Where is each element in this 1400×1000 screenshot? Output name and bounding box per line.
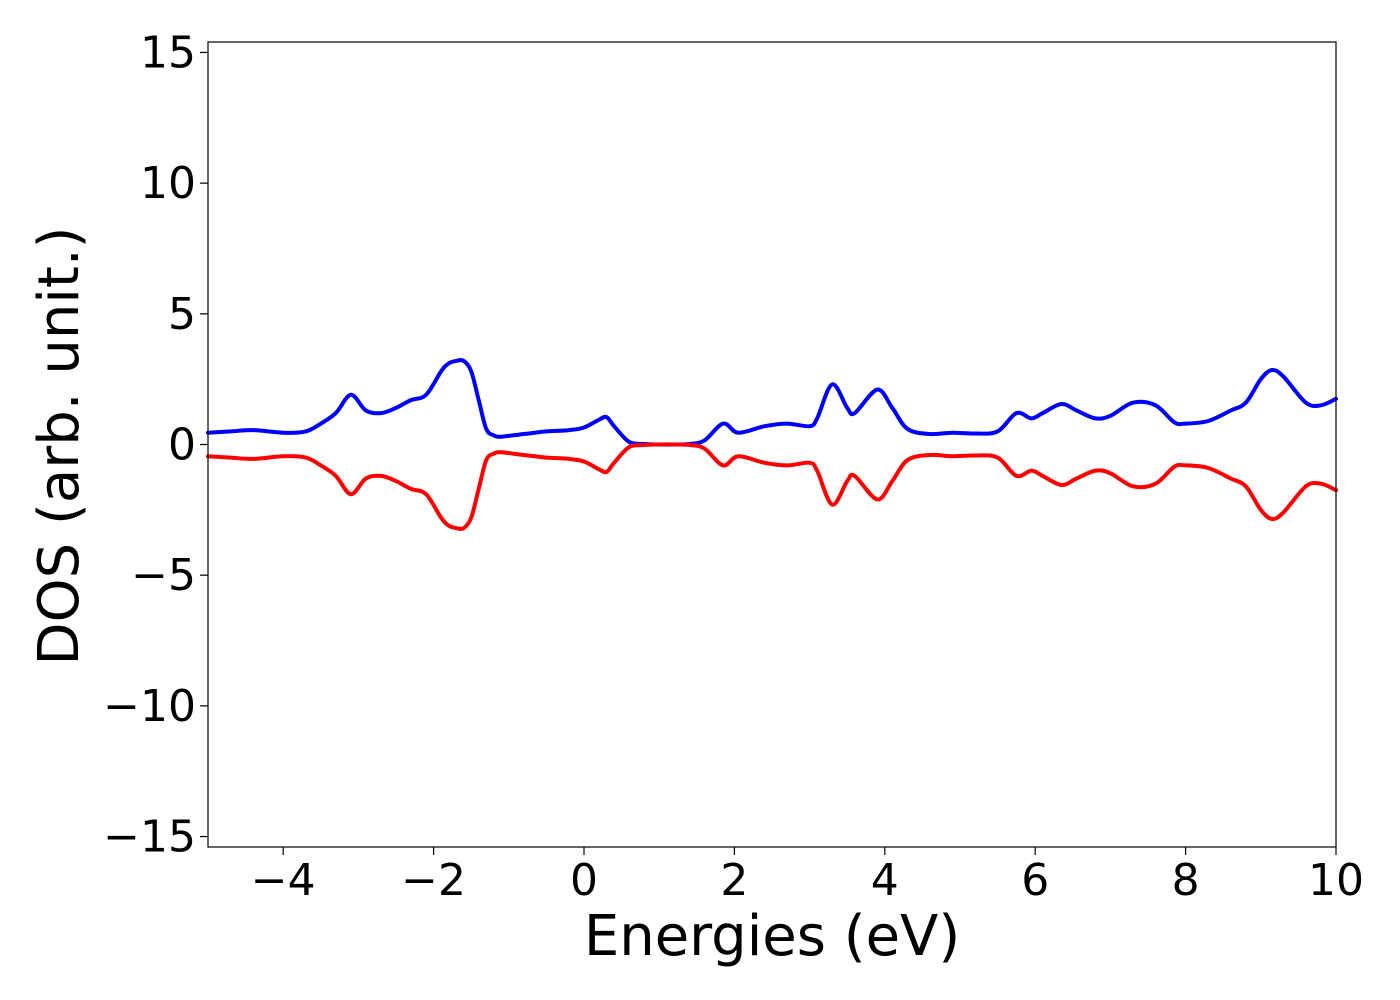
x-tick-label: 2 (720, 855, 748, 906)
series-line-spin-down (206, 442, 1338, 532)
y-tick-label: −5 (131, 550, 196, 601)
x-tick-label: 10 (1308, 855, 1364, 906)
y-tick-label: −15 (103, 812, 196, 863)
x-tick-label: −2 (401, 855, 466, 906)
x-tick-label: 4 (871, 855, 899, 906)
x-tick-label: −4 (251, 855, 316, 906)
x-tick-label: 0 (570, 855, 598, 906)
y-axis-label: DOS (arb. unit.) (27, 226, 92, 665)
series-layer (206, 357, 1338, 532)
x-tick-label: 8 (1172, 855, 1200, 906)
y-tick-label: 5 (168, 289, 196, 340)
ticks-layer: −4 −2 0 2 4 6 8 10 −15 −10 −5 0 5 10 15 (103, 27, 1364, 906)
x-tick-label: 6 (1021, 855, 1049, 906)
y-tick-label: 0 (168, 420, 196, 471)
y-tick-label: 10 (140, 158, 196, 209)
plot-frame (207, 41, 1337, 848)
x-axis-label: Energies (eV) (584, 904, 960, 969)
y-tick-label: −10 (103, 681, 196, 732)
y-tick-label: 15 (140, 27, 196, 78)
series-line-spin-up (206, 357, 1338, 447)
